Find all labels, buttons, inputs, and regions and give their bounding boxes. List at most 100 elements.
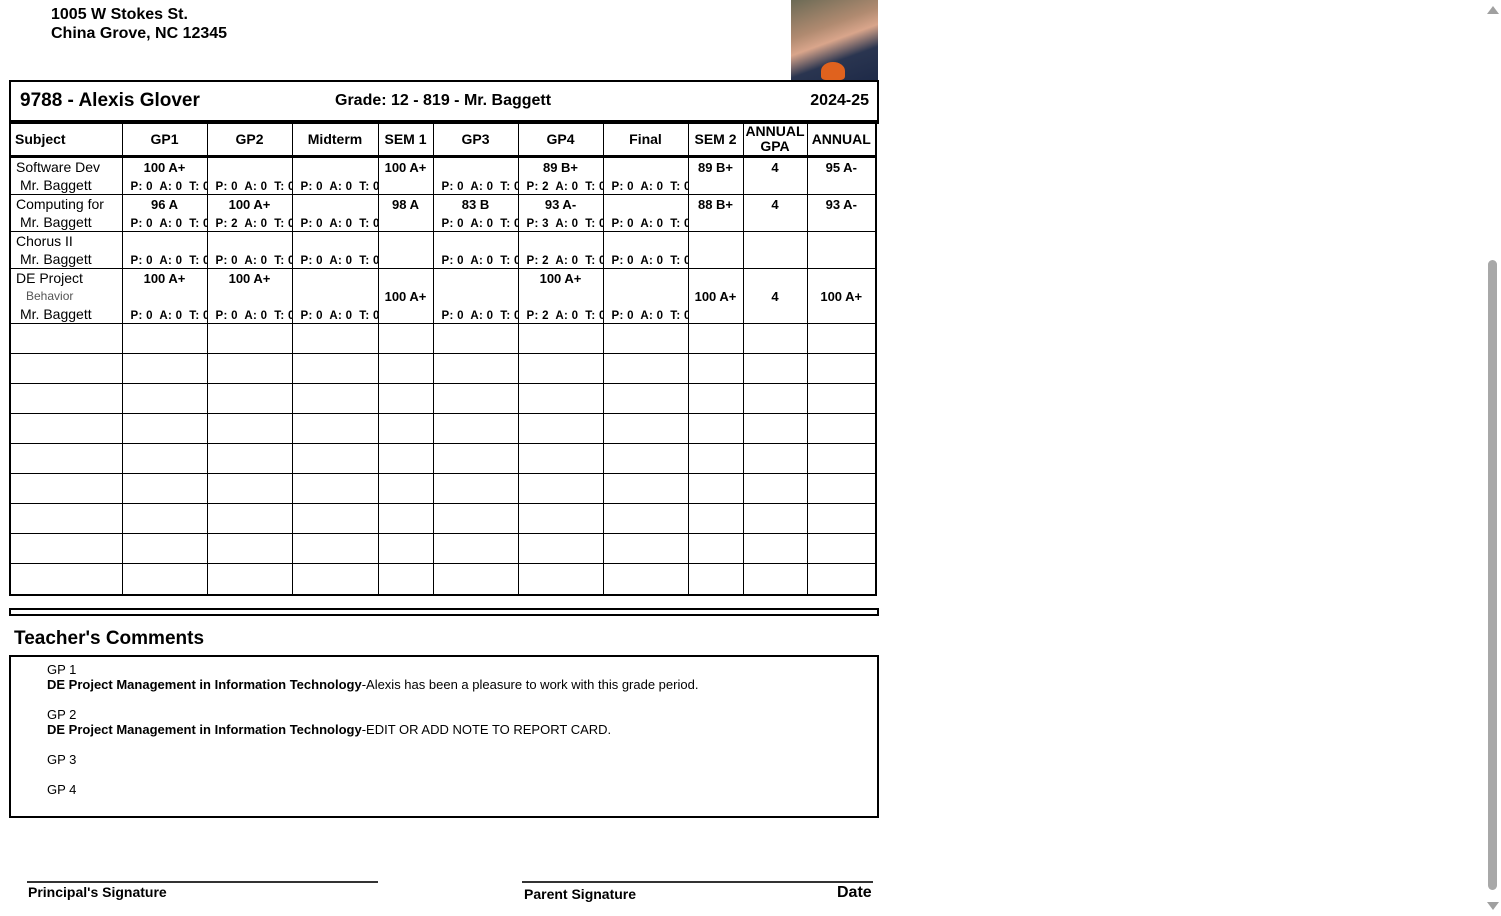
- grade-value: 100 A+: [228, 271, 271, 286]
- attendance-summary: P: 0 A: 0 T: 0: [441, 181, 518, 193]
- grade-cell-gpa: 4: [742, 156, 808, 195]
- principal-signature-label: Principal's Signature: [28, 884, 167, 900]
- scrollbar-thumb[interactable]: [1488, 260, 1497, 890]
- grade-value: 83 B: [461, 197, 490, 212]
- attendance-summary: P: 0 A: 0 T: 0: [611, 255, 688, 267]
- grade-cell-annual: 100 A+: [806, 268, 877, 324]
- vertical-scrollbar[interactable]: [1484, 0, 1501, 916]
- grade-cell-annual: [806, 231, 877, 269]
- empty-cell: [432, 443, 519, 474]
- grade-value: [689, 233, 742, 234]
- empty-cell: [432, 533, 519, 564]
- empty-cell: [377, 533, 434, 564]
- subject-subtitle: Behavior: [26, 289, 74, 303]
- empty-cell: [602, 563, 689, 595]
- empty-cell: [432, 473, 519, 504]
- column-header: SEM 2: [687, 122, 744, 158]
- grade-cell-midterm: P: 0 A: 0 T: 0: [291, 231, 379, 269]
- attendance-summary: P: 0 A: 0 T: 0: [441, 218, 518, 230]
- grade-cell-midterm: P: 0 A: 0 T: 0: [291, 268, 379, 324]
- grade-cell-gpa: 4: [742, 194, 808, 232]
- subject-cell: Computing for Mr. Baggett: [9, 194, 123, 232]
- empty-cell: [687, 353, 744, 384]
- attendance-summary: P: 0 A: 0 T: 0: [611, 181, 688, 193]
- grade-value: [519, 233, 602, 234]
- teacher-name: Mr. Baggett: [20, 306, 92, 322]
- attendance-summary: P: 0 A: 0 T: 0: [300, 310, 378, 322]
- grade-value: 93 A-: [544, 197, 577, 212]
- empty-cell: [9, 503, 123, 534]
- empty-cell: [742, 473, 808, 504]
- grade-value: [293, 270, 377, 271]
- comment-block: GP 4: [47, 782, 76, 797]
- grade-value: 100 A+: [384, 288, 427, 304]
- comment-period: GP 2: [47, 707, 77, 722]
- empty-cell: [742, 533, 808, 564]
- grade-cell-gp4: 89 B+ P: 2 A: 0 T: 0: [517, 156, 604, 195]
- grade-value: 88 B+: [697, 197, 734, 212]
- grade-value: [208, 158, 291, 159]
- attendance-summary: P: 2 A: 0 T: 0: [526, 181, 603, 193]
- grade-cell-gp1: 96 A P: 0 A: 0 T: 0: [121, 194, 208, 232]
- grade-cell-gp4: 100 A+ P: 2 A: 0 T: 0: [517, 268, 604, 324]
- empty-row: [9, 443, 877, 474]
- column-header: SEM 1: [377, 122, 434, 158]
- empty-cell: [377, 473, 434, 504]
- empty-cell: [687, 323, 744, 354]
- empty-cell: [687, 503, 744, 534]
- comment-block: GP 2 DE Project Management in Information…: [47, 707, 611, 737]
- empty-cell: [602, 413, 689, 444]
- table-row: Computing for Mr. Baggett 96 A P: 0 A: 0 T:…: [9, 194, 877, 232]
- empty-cell: [602, 353, 689, 384]
- table-row: DE Project Behavior Mr. Baggett 100 A+ P: 0 …: [9, 268, 877, 324]
- scroll-down-arrow-icon[interactable]: [1487, 902, 1499, 910]
- empty-cell: [377, 563, 434, 595]
- empty-cell: [432, 503, 519, 534]
- attendance-summary: P: 0 A: 0 T: 0: [441, 310, 518, 322]
- grade-cell-gp1: P: 0 A: 0 T: 0: [121, 231, 208, 269]
- student-photo: [791, 0, 878, 80]
- comments-title: Teacher's Comments: [14, 628, 205, 649]
- grade-value: 100 A+: [143, 271, 186, 286]
- teacher-name: Mr. Baggett: [20, 251, 92, 267]
- empty-cell: [291, 473, 379, 504]
- grade-cell-gp2: P: 0 A: 0 T: 0: [206, 156, 293, 195]
- attendance-summary: P: 0 A: 0 T: 0: [611, 218, 688, 230]
- empty-row: [9, 503, 877, 534]
- attendance-summary: P: 2 A: 0 T: 0: [526, 255, 603, 267]
- empty-cell: [517, 473, 604, 504]
- empty-cell: [806, 533, 877, 564]
- grade-cell-gpa: [742, 231, 808, 269]
- empty-cell: [121, 563, 208, 595]
- table-row: Software Dev Mr. Baggett 100 A+ P: 0 A: 0 T…: [9, 156, 877, 195]
- empty-cell: [742, 383, 808, 414]
- grade-value: 95 A-: [825, 160, 857, 175]
- empty-cell: [291, 413, 379, 444]
- subject-name: Software Dev: [16, 159, 101, 175]
- empty-cell: [9, 473, 123, 504]
- empty-cell: [806, 353, 877, 384]
- empty-row: [9, 413, 877, 444]
- empty-cell: [806, 473, 877, 504]
- empty-cell: [9, 353, 123, 384]
- grade-cell-midterm: P: 0 A: 0 T: 0: [291, 194, 379, 232]
- principal-signature-line: [27, 881, 378, 883]
- attendance-summary: P: 0 A: 0 T: 0: [300, 181, 378, 193]
- student-name: 9788 - Alexis Glover: [20, 90, 200, 111]
- grade-value: [604, 196, 687, 197]
- grade-cell-sem1: 100 A+: [377, 268, 434, 324]
- grades-table: Subject GP1 GP2 Midterm SEM 1 GP3 GP4 Final SEM …: [9, 122, 877, 596]
- column-header: GP2: [206, 122, 293, 158]
- column-header: GP4: [517, 122, 604, 158]
- empty-cell: [206, 413, 293, 444]
- empty-cell: [377, 413, 434, 444]
- divider: [9, 608, 879, 616]
- empty-cell: [291, 323, 379, 354]
- empty-cell: [687, 443, 744, 474]
- empty-cell: [517, 533, 604, 564]
- empty-cell: [121, 533, 208, 564]
- empty-cell: [121, 323, 208, 354]
- grade-cell-sem2: 88 B+: [687, 194, 744, 232]
- scroll-up-arrow-icon[interactable]: [1487, 6, 1499, 14]
- attendance-summary: P: 0 A: 0 T: 0: [215, 310, 292, 322]
